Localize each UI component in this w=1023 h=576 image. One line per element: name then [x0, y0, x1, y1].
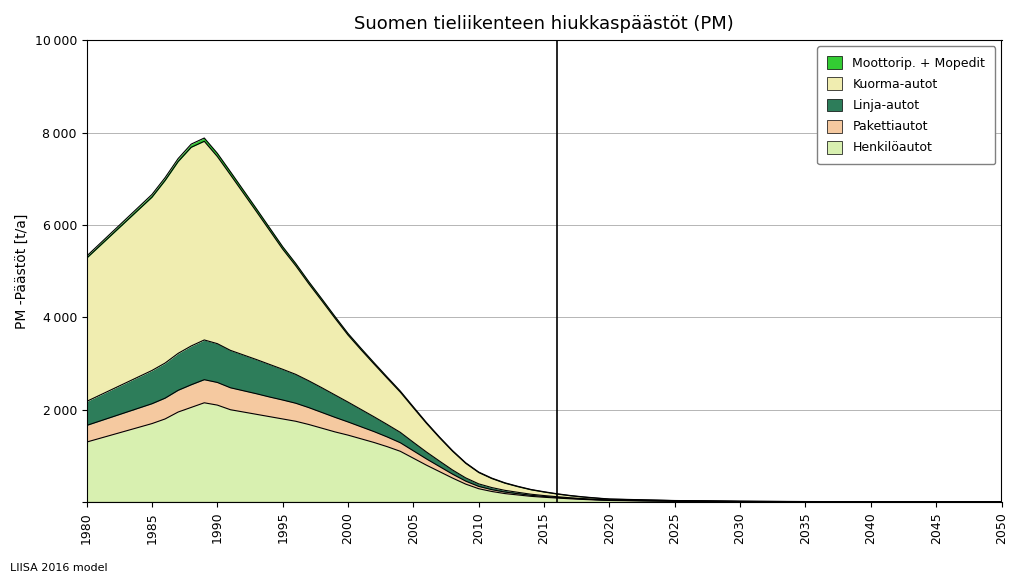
- Y-axis label: PM -Päästöt [t/a]: PM -Päästöt [t/a]: [15, 214, 29, 329]
- Title: Suomen tieliikenteen hiukkaspäästöt (PM): Suomen tieliikenteen hiukkaspäästöt (PM): [354, 15, 733, 33]
- Text: LIISA 2016 model: LIISA 2016 model: [10, 563, 107, 573]
- Legend: Moottorip. + Mopedit, Kuorma-autot, Linja-autot, Pakettiautot, Henkilöautot: Moottorip. + Mopedit, Kuorma-autot, Linj…: [817, 46, 995, 165]
